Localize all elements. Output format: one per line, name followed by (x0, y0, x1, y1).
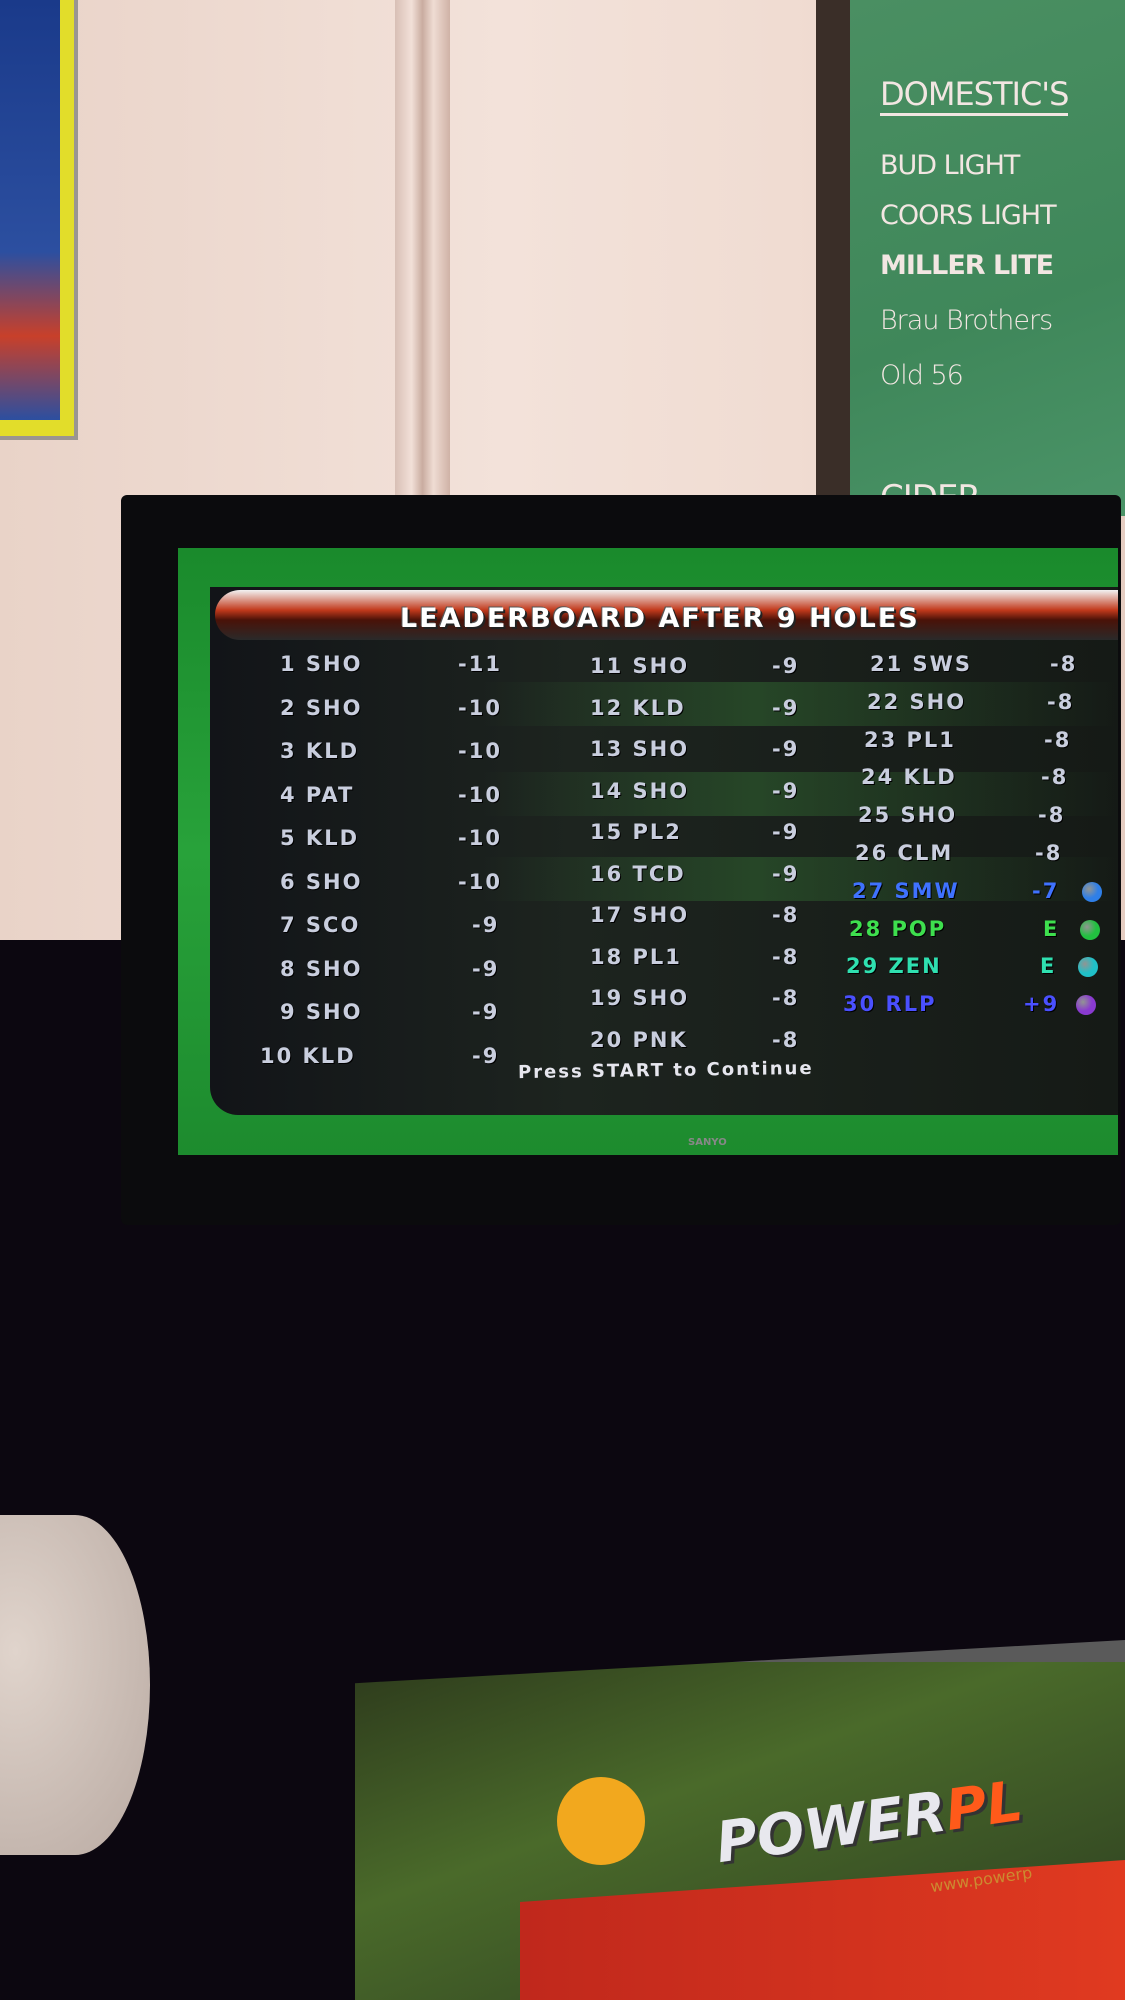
leaderboard-entry-name: 16 TCD (590, 861, 686, 886)
leaderboard-entry-name: 1 SHO (280, 652, 363, 676)
leaderboard-entry-name: 26 CLM (855, 841, 954, 865)
leaderboard-entry-name: 30 RLP (843, 992, 937, 1017)
leaderboard-entry-score: -7 (1032, 878, 1060, 903)
chalk-item: Old 56 (880, 360, 964, 391)
leaderboard-entry-score: E (1040, 954, 1057, 979)
leaderboard-entry-name: 8 SHO (280, 956, 363, 981)
leaderboard-entry-score: -10 (458, 869, 502, 894)
leaderboard-entry-name: 3 KLD (280, 739, 360, 763)
leaderboard-entry-score: -9 (472, 1000, 500, 1024)
leaderboard-entry-score: -9 (472, 956, 500, 981)
leaderboard-entry-name: 14 SHO (590, 778, 690, 803)
leaderboard-entry-score: -9 (772, 654, 800, 678)
leaderboard-entry-name: 6 SHO (280, 869, 363, 894)
leaderboard-entry-score: -9 (772, 737, 800, 761)
leaderboard-entry-score: -8 (1047, 689, 1075, 714)
leaderboard-entry-name: 13 SHO (590, 737, 690, 761)
round-table (0, 1515, 150, 1855)
leaderboard-entry-name: 19 SHO (590, 986, 690, 1010)
monitor-brand: SANYO (688, 1137, 727, 1148)
leaderboard-entry-name: 29 ZEN (846, 954, 942, 979)
player-ball-icon (1080, 919, 1100, 940)
leaderboard-entry-name: 10 KLD (260, 1043, 356, 1068)
leaderboard-entry-score: -11 (458, 652, 502, 676)
leaderboard-panel (210, 587, 1118, 1115)
leaderboard-entry-score: -9 (772, 820, 800, 844)
poster-art (0, 0, 60, 420)
player-ball-icon (1076, 995, 1096, 1016)
framed-poster (0, 0, 78, 440)
wall-pipe (395, 0, 450, 505)
leaderboard-entry-score: -10 (458, 782, 502, 807)
leaderboard-entry-score: -8 (1038, 803, 1066, 828)
leaderboard-entry-score: -9 (472, 913, 500, 937)
player-ball-icon (1082, 881, 1102, 902)
leaderboard-entry-score: -10 (458, 739, 502, 763)
leaderboard-entry-name: 25 SHO (858, 803, 958, 828)
leaderboard-entry-score: -8 (772, 903, 800, 927)
leaderboard-title: LEADERBOARD AFTER 9 HOLES (400, 603, 920, 634)
leaderboard-entry-name: 5 KLD (280, 826, 360, 850)
leaderboard-entry-score: -8 (772, 944, 800, 969)
leaderboard-entry-score: -8 (1050, 652, 1078, 676)
player-ball-icon (1078, 957, 1098, 978)
chalk-heading: DOMESTIC'S (880, 75, 1069, 116)
leaderboard-entry-score: -8 (1035, 841, 1063, 865)
leaderboard-entry-score: -9 (772, 695, 800, 720)
leaderboard-entry-name: 27 SMW (852, 878, 960, 903)
chalkboard: DOMESTIC'S BUD LIGHT COORS LIGHT MILLER … (850, 0, 1125, 518)
leaderboard-entry-name: 2 SHO (280, 695, 363, 720)
leaderboard-entry-name: 12 KLD (590, 695, 686, 720)
leaderboard-entry-score: -8 (772, 1027, 800, 1052)
leaderboard-entry-name: 21 SWS (870, 652, 972, 676)
leaderboard-entry-name: 18 PL1 (590, 944, 682, 969)
continue-prompt: Press START to Continue (517, 1057, 814, 1084)
leaderboard-entry-name: 11 SHO (590, 654, 690, 678)
leaderboard-entry-score: -9 (772, 861, 800, 886)
leaderboard-entry-score: -8 (1041, 765, 1069, 790)
leaderboard-entry-score: -9 (472, 1043, 500, 1068)
leaderboard-entry-score: -8 (772, 986, 800, 1010)
chalk-item: MILLER LITE (880, 250, 1054, 281)
chalk-item: COORS LIGHT (880, 200, 1057, 231)
leaderboard-entry-score: E (1043, 916, 1060, 941)
leaderboard-entry-name: 24 KLD (861, 765, 957, 790)
leaderboard-entry-name: 15 PL2 (590, 820, 682, 844)
coin-logo-icon (557, 1777, 645, 1865)
chalk-item: BUD LIGHT (880, 150, 1020, 181)
leaderboard-entry-name: 7 SCO (280, 913, 361, 937)
leaderboard-entry-name: 28 POP (849, 916, 947, 941)
title-bar (215, 590, 1118, 640)
chalk-item: Brau Brothers (880, 305, 1053, 336)
leaderboard-entry-name: 23 PL1 (864, 727, 956, 752)
logo-accent: PL (941, 1768, 1027, 1844)
leaderboard-entry-score: +9 (1023, 992, 1060, 1017)
leaderboard-entry-name: 20 PNK (590, 1027, 688, 1052)
leaderboard-entry-name: 4 PAT (280, 782, 355, 807)
leaderboard-entry-name: 22 SHO (867, 689, 967, 714)
leaderboard-entry-score: -10 (458, 826, 502, 850)
leaderboard-entry-name: 17 SHO (590, 903, 690, 927)
leaderboard-entry-name: 9 SHO (280, 1000, 363, 1024)
leaderboard-entry-score: -9 (772, 778, 800, 803)
leaderboard-entry-score: -8 (1044, 727, 1072, 752)
leaderboard-entry-score: -10 (458, 695, 502, 720)
